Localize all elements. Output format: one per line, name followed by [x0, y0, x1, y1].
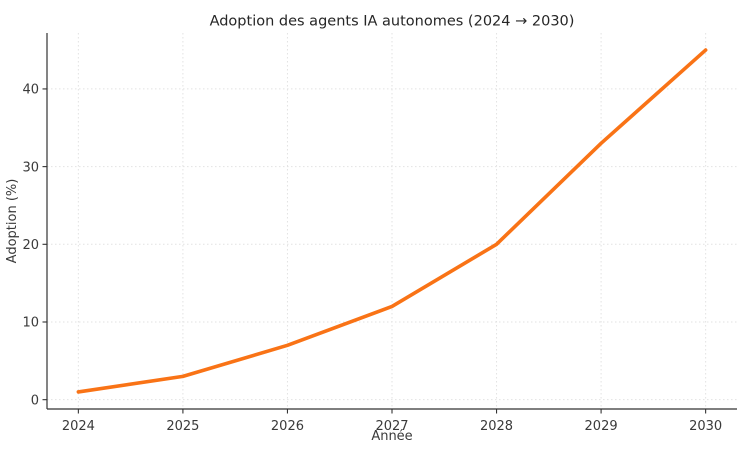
x-tick-label: 2029 — [585, 419, 618, 434]
x-tick-label: 2024 — [62, 419, 95, 434]
x-tick-label: 2027 — [375, 419, 408, 434]
y-tick-label: 40 — [22, 83, 39, 98]
y-tick-label: 0 — [31, 393, 39, 408]
y-axis-label: Adoption (%) — [5, 179, 20, 264]
gridlines — [47, 33, 737, 409]
x-axis-label: Année — [371, 429, 412, 444]
y-tick-label: 10 — [22, 316, 39, 331]
y-tick-label: 20 — [22, 238, 39, 253]
y-tick-label: 30 — [22, 160, 39, 175]
x-tick-label: 2026 — [271, 419, 304, 434]
chart-title: Adoption des agents IA autonomes (2024 →… — [210, 14, 575, 30]
x-tick-label: 2025 — [166, 419, 199, 434]
x-tick-label: 2028 — [480, 419, 513, 434]
x-tick-label: 2030 — [689, 419, 722, 434]
adoption-line-series — [76, 48, 708, 394]
axes — [42, 33, 737, 414]
